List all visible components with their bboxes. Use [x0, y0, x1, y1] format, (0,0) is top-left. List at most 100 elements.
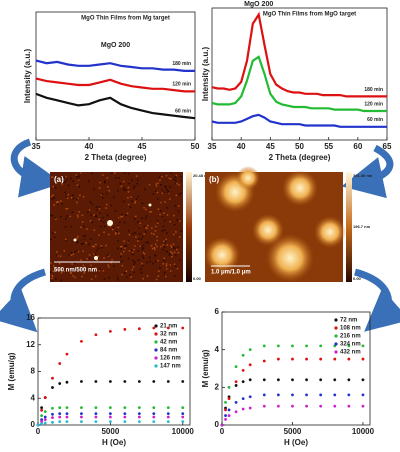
texture	[50, 176, 53, 178]
series-label: 120 min	[172, 82, 191, 88]
texture	[109, 225, 112, 228]
texture	[86, 228, 88, 231]
texture	[114, 172, 116, 174]
texture	[65, 195, 68, 198]
texture	[171, 255, 173, 258]
texture	[88, 254, 91, 256]
texture	[90, 238, 92, 240]
data-point	[58, 382, 62, 385]
texture	[172, 246, 175, 249]
texture	[124, 189, 127, 191]
data-point	[108, 412, 112, 416]
texture	[106, 203, 108, 206]
texture	[172, 243, 175, 246]
texture	[125, 245, 128, 247]
texture	[166, 244, 169, 246]
texture	[170, 244, 172, 247]
texture	[80, 269, 83, 272]
texture	[134, 232, 137, 234]
texture	[127, 196, 129, 199]
texture	[141, 248, 144, 251]
texture	[83, 238, 85, 240]
texture	[64, 191, 66, 194]
texture	[177, 246, 179, 249]
texture	[116, 230, 118, 233]
data-point	[333, 393, 337, 397]
texture	[56, 251, 58, 253]
texture	[80, 172, 82, 175]
texture	[83, 272, 86, 274]
texture	[65, 208, 67, 210]
texture	[145, 241, 147, 244]
data-point	[276, 378, 280, 382]
data-point	[241, 353, 245, 357]
texture	[74, 262, 76, 264]
data-point	[166, 415, 170, 419]
texture	[54, 268, 56, 271]
texture	[137, 221, 139, 223]
texture	[156, 235, 158, 238]
texture	[93, 245, 95, 248]
texture	[170, 172, 173, 174]
texture	[61, 182, 63, 184]
data-point	[181, 420, 185, 424]
data-point	[319, 344, 323, 348]
texture	[102, 174, 104, 176]
texture	[98, 208, 101, 210]
texture	[70, 196, 73, 199]
texture	[54, 186, 57, 189]
texture	[154, 255, 156, 257]
texture	[124, 245, 126, 247]
series-label: 60 min	[175, 109, 191, 115]
texture	[171, 252, 174, 255]
data-point	[227, 397, 231, 401]
texture	[159, 213, 161, 216]
texture	[166, 207, 169, 209]
texture	[81, 221, 84, 223]
x-tick-label: 65	[383, 142, 392, 151]
texture	[70, 225, 72, 228]
data-point	[36, 423, 40, 427]
colorbar-label: 20.48 nm	[193, 173, 211, 178]
texture	[173, 263, 176, 265]
texture	[100, 225, 102, 228]
texture	[70, 177, 72, 180]
texture	[123, 221, 126, 224]
x-axis-label: 2 Theta (degree)	[269, 153, 331, 162]
arrow	[0, 268, 47, 333]
texture	[65, 175, 67, 178]
legend-label: 72 nm	[340, 318, 357, 324]
data-point	[80, 420, 83, 424]
texture	[131, 200, 134, 202]
texture	[163, 240, 165, 243]
texture	[69, 215, 72, 218]
texture	[82, 196, 85, 198]
texture	[146, 227, 148, 230]
texture	[132, 259, 134, 262]
texture	[54, 231, 56, 234]
data-point	[40, 406, 44, 410]
texture	[123, 172, 126, 174]
texture	[74, 251, 76, 253]
data-point	[305, 378, 308, 382]
texture	[76, 237, 78, 240]
texture	[55, 182, 58, 184]
data-point	[108, 406, 112, 410]
texture	[70, 254, 73, 256]
texture	[180, 230, 182, 232]
data-point	[319, 357, 323, 361]
texture	[166, 232, 168, 234]
texture	[165, 238, 167, 240]
texture	[121, 215, 124, 218]
data-point	[224, 417, 227, 421]
texture	[144, 188, 146, 191]
texture	[119, 182, 121, 185]
texture	[136, 183, 139, 185]
x-tick-label: 55	[324, 142, 333, 151]
data-point	[51, 376, 54, 380]
afm-image: (b) 1.0 μm/1.0 μm 391.40 nm 196.7 nm 0.0…	[204, 166, 373, 282]
colorbar-label: 0.00	[193, 276, 202, 281]
data-point	[43, 410, 47, 414]
texture	[155, 190, 157, 192]
texture	[77, 216, 79, 218]
